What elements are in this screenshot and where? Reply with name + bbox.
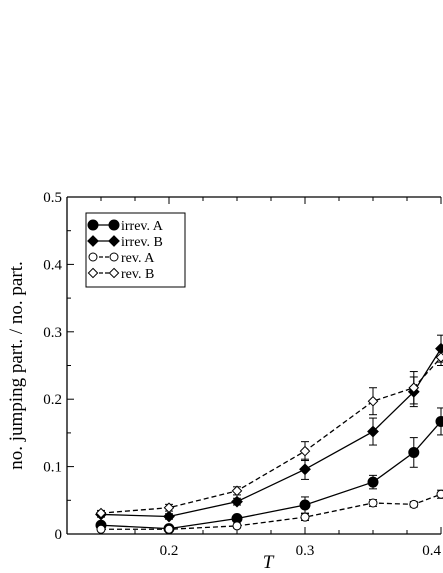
legend-entry: irrev. B (87, 235, 163, 250)
series-line (100, 348, 442, 518)
y-tick-label: 0 (55, 527, 63, 543)
data-point (299, 445, 311, 457)
series-3 (95, 348, 443, 519)
data-point (408, 446, 420, 458)
data-point (436, 489, 443, 499)
data-point (164, 524, 174, 534)
data-point (367, 395, 379, 407)
legend-label: rev. B (121, 267, 154, 282)
y-tick-label: 0.5 (43, 190, 62, 206)
series-2 (96, 489, 443, 534)
legend-marker (87, 267, 99, 279)
data-point (300, 512, 310, 522)
y-tick-label: 0.3 (43, 325, 62, 341)
data-point (408, 382, 420, 394)
legend-entry: irrev. A (87, 219, 164, 234)
data-point (163, 510, 175, 523)
series-0 (95, 407, 443, 535)
legend-marker (108, 219, 120, 231)
legend-label: irrev. A (121, 219, 164, 234)
data-point (435, 342, 443, 355)
x-tick-label: 0.2 (160, 543, 179, 559)
data-point (232, 521, 242, 531)
data-point (95, 507, 107, 519)
y-tick-label: 0.4 (43, 257, 62, 273)
legend-marker (108, 267, 120, 279)
legend-marker (109, 252, 119, 262)
data-point (299, 499, 311, 511)
x-tick-label: 0.4 (422, 543, 441, 559)
data-point (368, 498, 378, 508)
legend-marker (87, 219, 99, 231)
data-point (367, 425, 379, 438)
y-tick-label: 0.2 (43, 392, 62, 408)
series-layer (95, 334, 443, 535)
data-point (163, 502, 175, 514)
legend-entry: rev. B (87, 267, 154, 282)
legend-marker (88, 252, 98, 262)
data-point (435, 352, 443, 363)
series-line (100, 356, 442, 514)
data-point (231, 485, 243, 497)
y-tick-label: 0.1 (43, 460, 62, 476)
legend-marker (108, 235, 120, 247)
data-point (367, 476, 379, 488)
x-tick-label: 0.3 (296, 543, 315, 559)
plot-area: 0 0.1 0.2 0.3 0.4 0.5 0.2 0.3 0.4 (43, 190, 442, 559)
x-axis-title: T (263, 552, 275, 573)
legend-entry: rev. A (88, 251, 155, 266)
legend-label: rev. A (121, 251, 155, 266)
legend-label: irrev. B (121, 235, 163, 250)
data-point (435, 415, 443, 427)
data-point (231, 495, 243, 508)
data-point (96, 524, 106, 534)
data-point (409, 499, 419, 509)
legend-marker (87, 235, 99, 247)
series-line (100, 421, 442, 530)
series-1 (95, 334, 443, 523)
y-axis-title: no. jumping part. / no. part. (6, 261, 27, 469)
data-point (299, 463, 311, 476)
